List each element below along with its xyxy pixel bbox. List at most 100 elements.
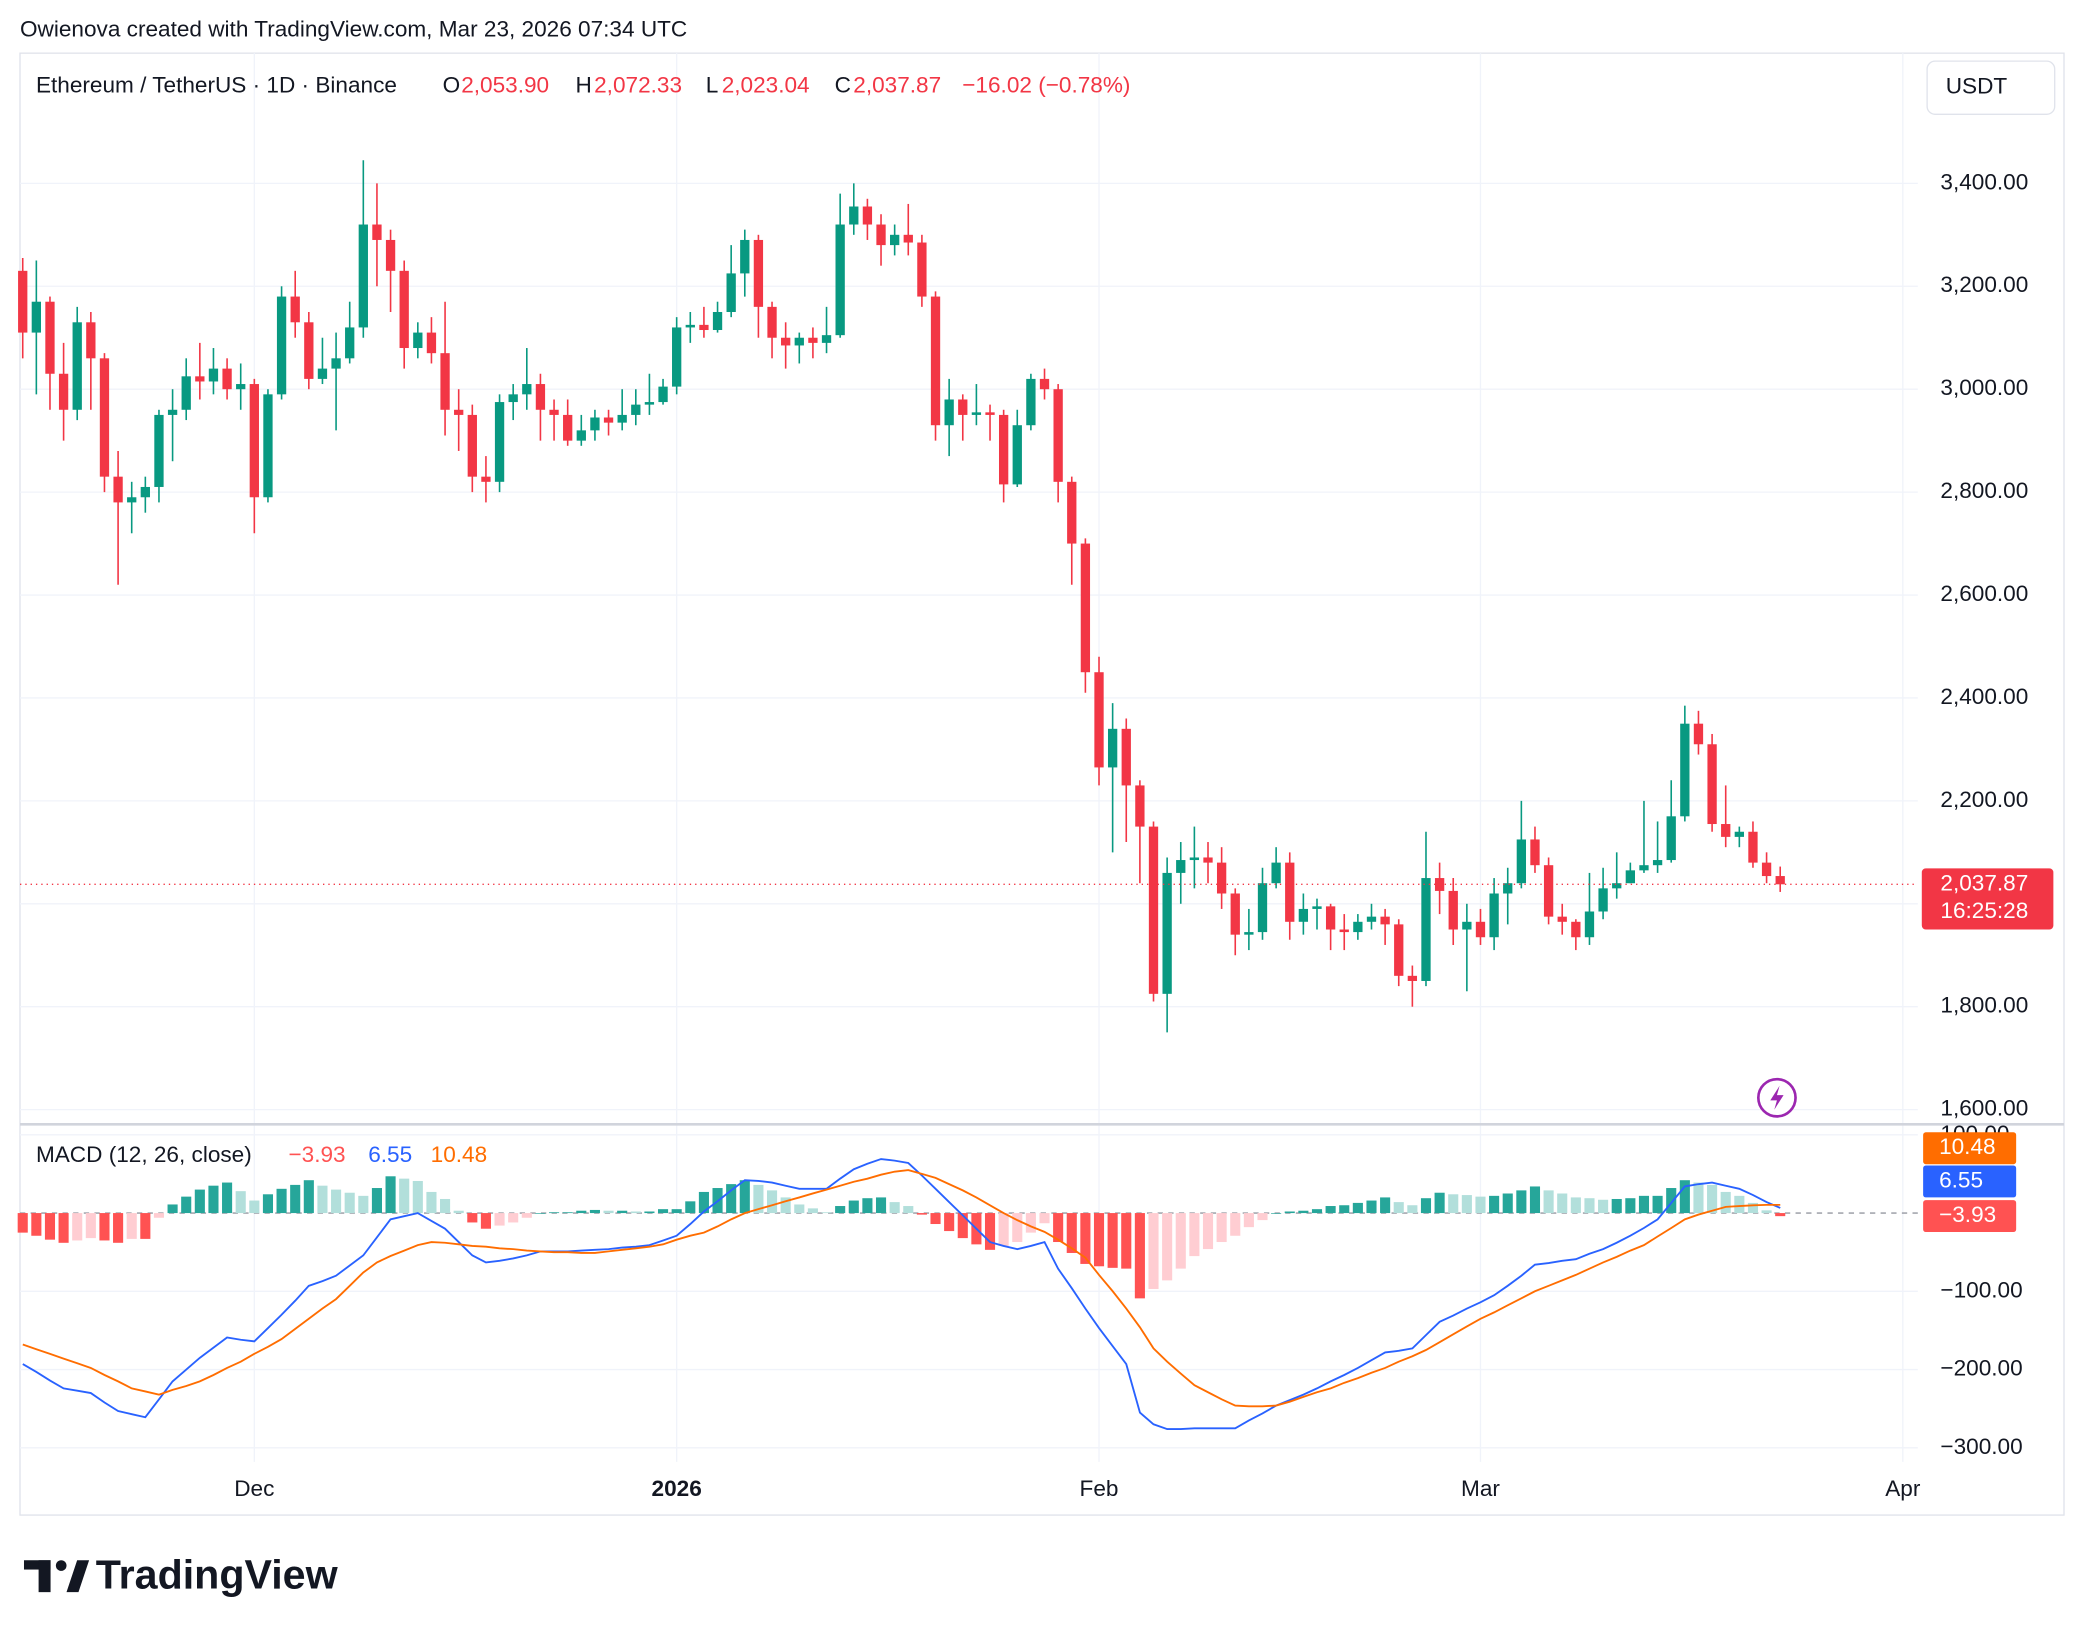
chart-frame <box>19 52 2065 1516</box>
histogram-bar <box>889 1202 900 1214</box>
histogram-bar <box>317 1185 328 1214</box>
macd-line <box>22 1158 1781 1431</box>
candle-body <box>1571 921 1581 938</box>
y-tick-label: 2,800.00 <box>1940 478 2028 503</box>
histogram-bar <box>1025 1213 1036 1233</box>
candle-body <box>535 384 546 410</box>
histogram-bar <box>1720 1191 1731 1214</box>
histogram-bar <box>1529 1186 1541 1214</box>
histogram-bar <box>385 1176 396 1214</box>
candle-body <box>1325 906 1336 930</box>
histogram-bar <box>603 1210 614 1214</box>
candle-body <box>644 402 655 405</box>
candle-body <box>631 404 641 415</box>
ohlc-label: H <box>576 72 592 97</box>
candle-body <box>1666 816 1676 861</box>
last-price-label: 2,037.87 <box>1940 870 2028 895</box>
histogram-bar <box>862 1198 873 1214</box>
alert-bolt <box>1770 1085 1784 1110</box>
histogram-bar <box>630 1211 641 1214</box>
candle-body <box>1053 389 1063 482</box>
histogram-bar <box>399 1178 410 1214</box>
candle-body <box>603 417 614 423</box>
currency-label: USDT <box>1946 74 2008 99</box>
macd-badge-label: 6.55 <box>1939 1167 1983 1192</box>
histogram-bar <box>480 1213 491 1229</box>
histogram-bar <box>235 1191 246 1214</box>
histogram-bar <box>113 1213 124 1243</box>
histogram-bar <box>1366 1200 1377 1214</box>
candle-body <box>1693 723 1704 745</box>
histogram-bar <box>1625 1198 1636 1214</box>
histogram-bar <box>1393 1202 1404 1214</box>
x-tick-label: Mar <box>1461 1476 1500 1501</box>
candle-body <box>1257 883 1268 933</box>
histogram-bar <box>153 1213 165 1218</box>
histogram-bar <box>944 1213 955 1232</box>
ohlc-label: C <box>835 72 851 97</box>
candle-body <box>454 409 464 415</box>
y-tick-label: 2,400.00 <box>1940 684 2028 709</box>
histogram-bar <box>1543 1190 1554 1214</box>
histogram-bar <box>1761 1210 1772 1214</box>
alert-icon[interactable] <box>1757 1077 1797 1118</box>
histogram-bar <box>344 1192 355 1214</box>
histogram-bar <box>794 1204 805 1214</box>
histogram-bar <box>1434 1192 1445 1214</box>
candle-body <box>1271 862 1281 884</box>
histogram-bar <box>303 1180 314 1214</box>
histogram-bar <box>1734 1195 1745 1214</box>
candle-body <box>712 312 723 331</box>
histogram-bar <box>589 1209 600 1214</box>
histogram-bar <box>31 1213 42 1236</box>
candle-body <box>1625 870 1635 884</box>
histogram-bar <box>875 1197 887 1214</box>
histogram-bar <box>576 1210 587 1214</box>
candle-body <box>971 412 982 415</box>
histogram-bar <box>1352 1202 1363 1214</box>
candle-body <box>167 409 178 415</box>
x-tick-label: Dec <box>234 1476 274 1501</box>
candle-body <box>1080 543 1091 673</box>
candle-body <box>658 386 668 403</box>
candle-body <box>440 353 450 410</box>
candle-body <box>1734 831 1744 837</box>
brand-logo <box>23 1560 90 1593</box>
candle-body <box>1244 932 1254 935</box>
macd-value-badge <box>1923 1132 2017 1165</box>
candle-body <box>1067 481 1077 544</box>
candle-body <box>563 414 573 441</box>
y-tick-label: 3,200.00 <box>1940 272 2028 297</box>
histogram-bar <box>1230 1213 1241 1236</box>
candle-body <box>399 270 409 349</box>
histogram-bar <box>1380 1197 1391 1214</box>
histogram-bar <box>467 1213 478 1223</box>
histogram-bar <box>1557 1193 1568 1214</box>
y-tick-label: 3,000.00 <box>1940 375 2028 400</box>
histogram-bar <box>1298 1210 1309 1214</box>
candle-body <box>549 409 559 415</box>
candle-body <box>1421 878 1431 981</box>
candle-body <box>1557 916 1567 922</box>
candle-body <box>413 332 423 349</box>
macd-legend-value: 10.48 <box>431 1142 488 1167</box>
histogram-bar <box>181 1196 192 1214</box>
price-change: −16.02 (−0.78%) <box>962 72 1130 97</box>
candle-body <box>1162 872 1172 994</box>
histogram-bar <box>671 1209 682 1214</box>
currency-button[interactable] <box>1926 60 2056 115</box>
candle-body <box>263 394 273 498</box>
macd-title: MACD (12, 26, close) <box>36 1142 252 1167</box>
candle-body <box>317 368 328 379</box>
candle-body <box>222 368 232 390</box>
histogram-bar <box>807 1208 818 1214</box>
candle-body <box>1176 860 1186 873</box>
candle-body <box>1366 916 1377 922</box>
histogram-bar <box>508 1213 519 1223</box>
histogram-bar <box>1093 1213 1105 1267</box>
histogram-bar <box>17 1213 28 1233</box>
histogram-bar <box>1012 1213 1023 1243</box>
candle-body <box>494 402 505 482</box>
candle-body <box>753 239 764 307</box>
